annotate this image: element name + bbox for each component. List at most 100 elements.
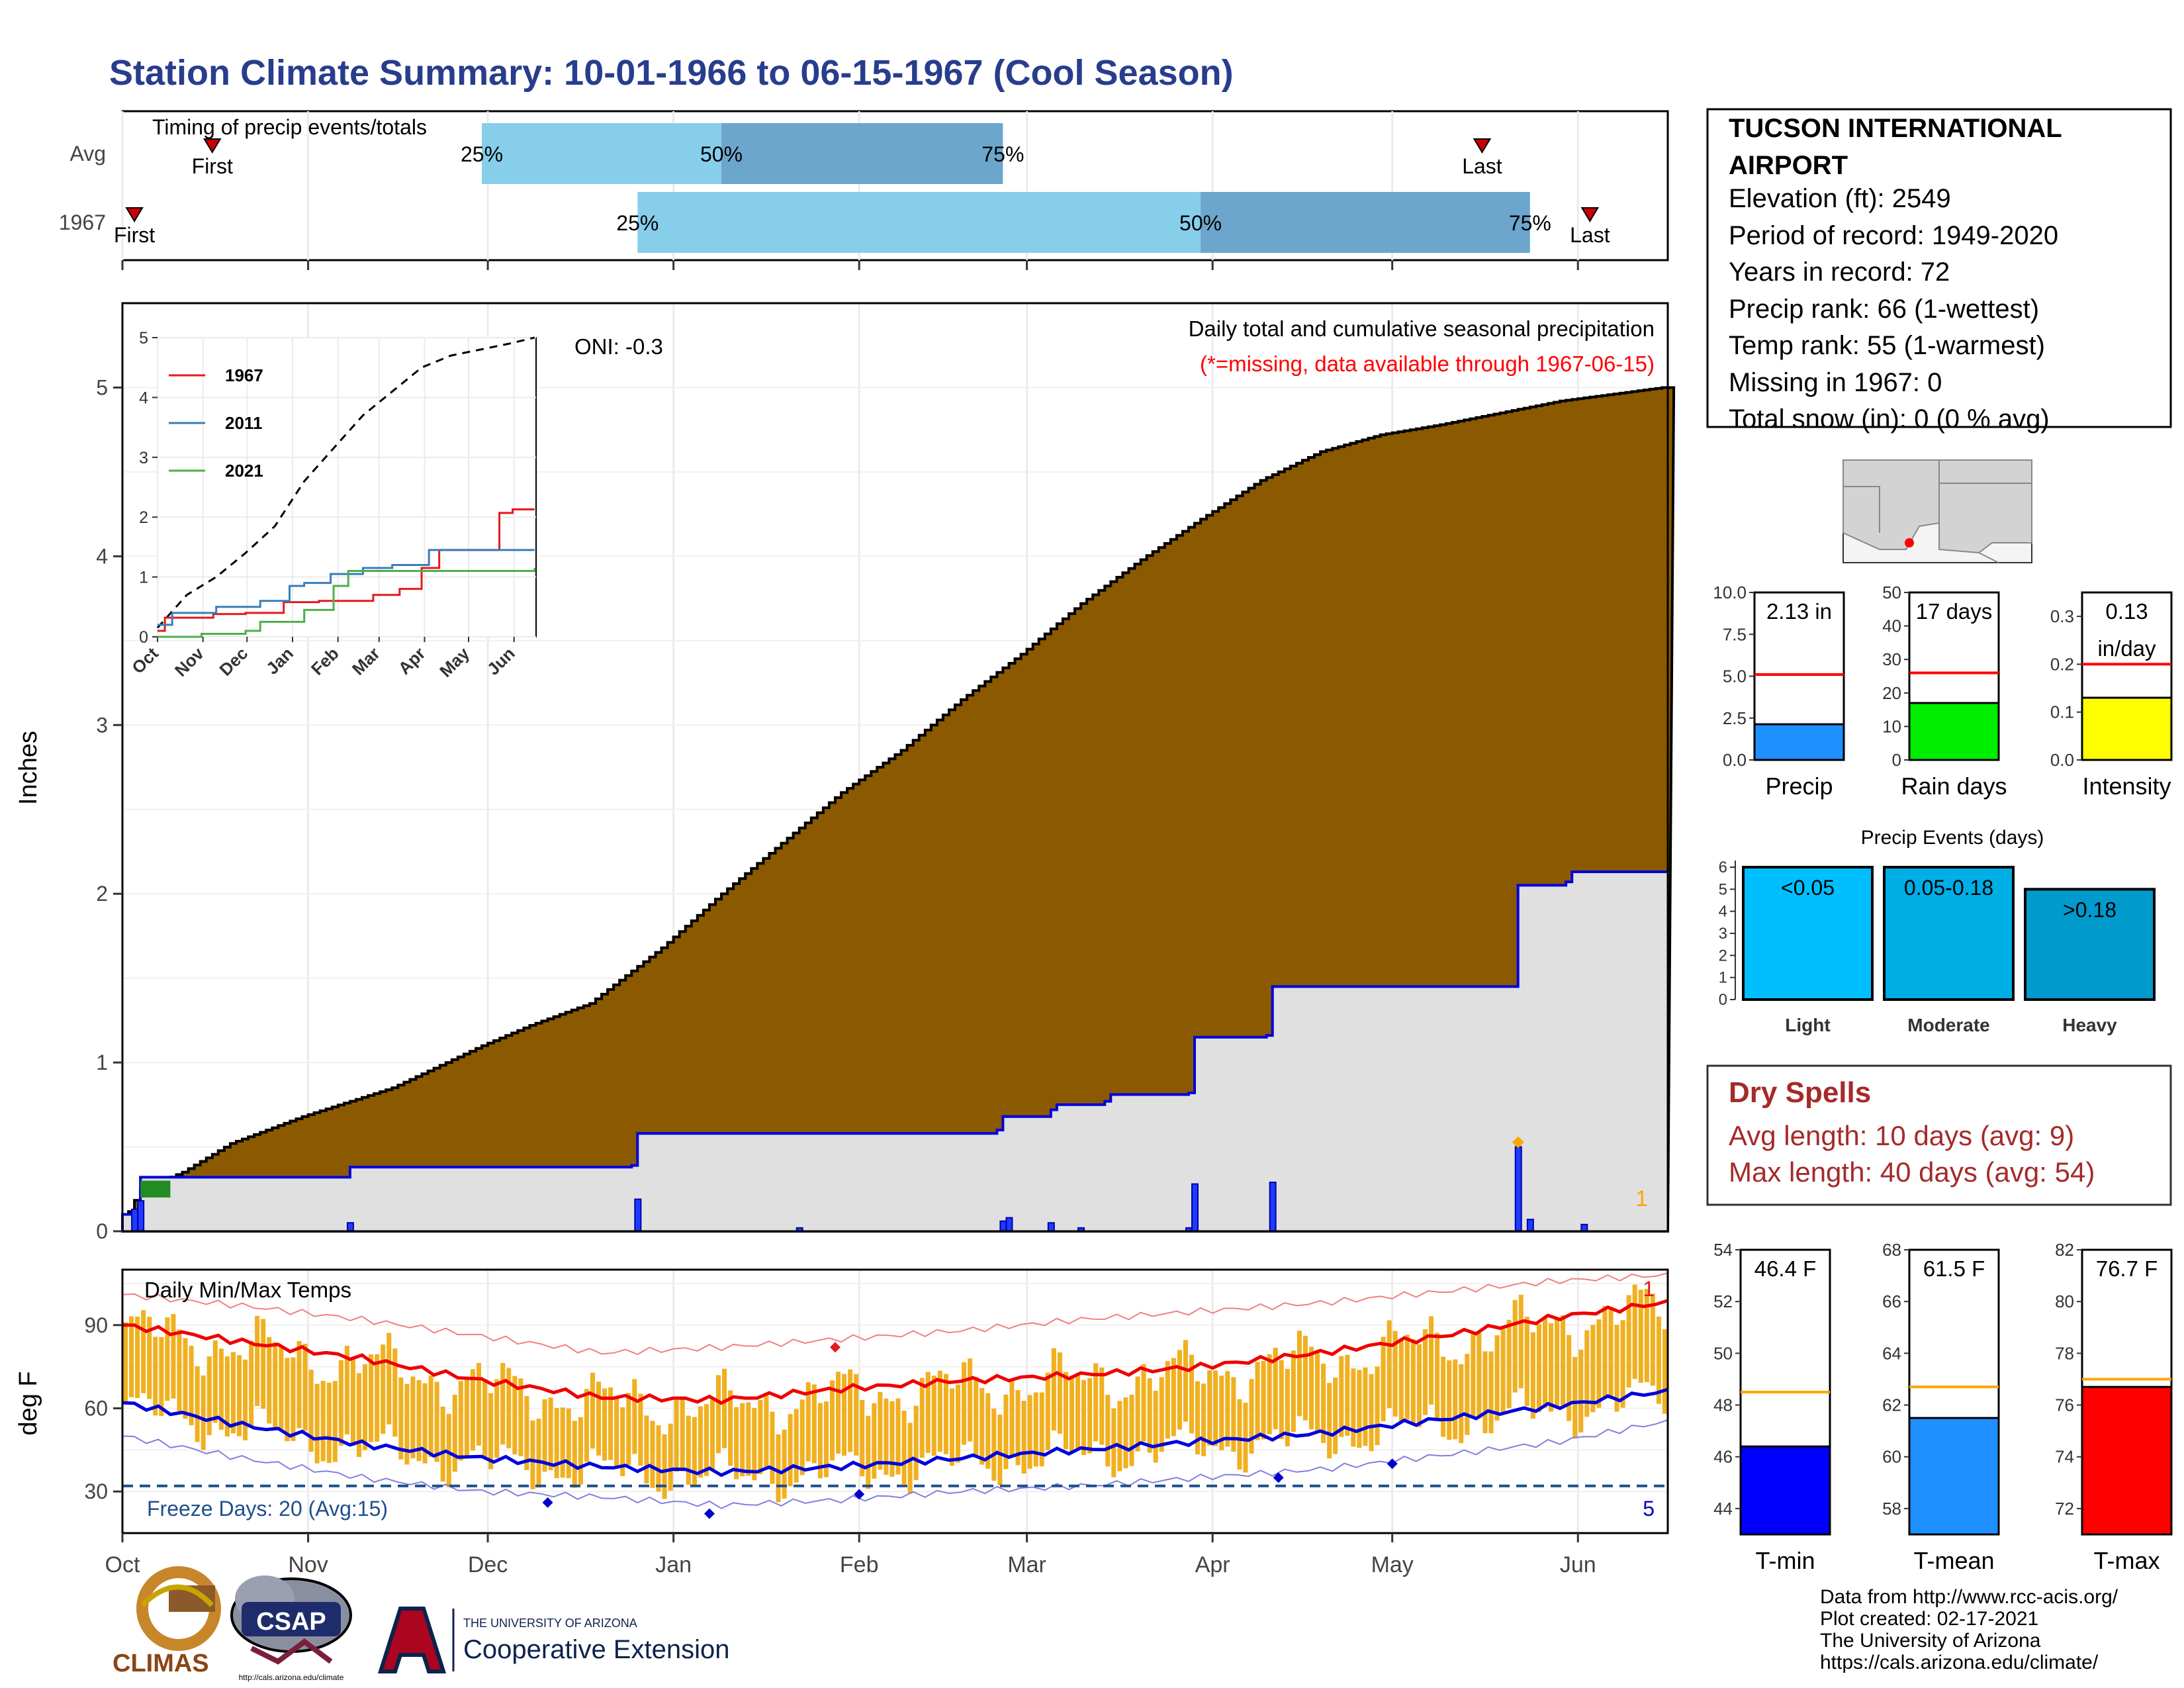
daily-temp-bar <box>1453 1359 1458 1440</box>
daily-temp-bar <box>968 1358 973 1442</box>
daily-temp-bar <box>799 1399 805 1476</box>
daily-temp-bar <box>728 1390 733 1466</box>
daily-temp-bar <box>1321 1363 1326 1443</box>
inset-series-1967 <box>158 508 535 632</box>
temp-summary-y-tick-label: 62 <box>1882 1395 1901 1415</box>
daily-temp-bar <box>308 1370 314 1452</box>
oni-label: ONI: -0.3 <box>574 334 663 359</box>
daily-temp-bar <box>752 1407 757 1481</box>
month-label-may: May <box>1371 1552 1414 1577</box>
dry-spells-title: Dry Spells <box>1729 1076 1871 1109</box>
daily-temp-bar <box>542 1399 547 1472</box>
daily-temp-bar <box>1057 1352 1062 1434</box>
climas-logo-text: CLIMAS <box>113 1650 209 1677</box>
daily-temp-bar <box>1626 1295 1631 1388</box>
temp-summary-y-tick-label: 58 <box>1882 1499 1901 1519</box>
daily-temp-bar <box>1339 1356 1344 1437</box>
temp-summary-y-tick-label: 74 <box>2055 1447 2074 1467</box>
daily-temp-bar <box>1135 1376 1140 1452</box>
daily-temp-bar <box>1009 1379 1015 1457</box>
daily-temp-bar <box>1416 1344 1422 1427</box>
daily-precip-bar <box>1526 1219 1534 1233</box>
events-bar-label: <0.05 <box>1781 876 1835 900</box>
daily-temp-bar <box>1530 1332 1535 1419</box>
daily-temp-bar <box>674 1399 679 1472</box>
daily-temp-bar <box>1207 1370 1212 1446</box>
max-daily-marker <box>1512 1136 1524 1149</box>
daily-temp-bar <box>1302 1335 1308 1421</box>
daily-temp-bar <box>626 1393 631 1465</box>
daily-temp-bar <box>1189 1354 1195 1434</box>
daily-temp-bar <box>1435 1333 1440 1418</box>
daily-temp-bar <box>1614 1325 1619 1412</box>
daily-temp-bar <box>1506 1319 1512 1409</box>
daily-temp-bar <box>1422 1329 1428 1415</box>
daily-temp-bar <box>740 1403 745 1477</box>
events-y-tick-label: 4 <box>1719 903 1727 921</box>
month-label-feb: Feb <box>840 1552 879 1577</box>
daily-temp-bar <box>656 1425 661 1492</box>
temp-summary-y-tick-label: 54 <box>1713 1240 1733 1260</box>
precip-y-tick-label: 3 <box>96 713 108 737</box>
inset-avg-line <box>156 336 535 629</box>
daily-temp-bar <box>1620 1320 1625 1408</box>
daily-temp-bar <box>500 1363 506 1445</box>
figure-title: Station Climate Summary: 10-01-1966 to 0… <box>109 53 1234 93</box>
daily-temp-bar <box>614 1397 619 1469</box>
temp-summary-y-tick-label: 68 <box>1882 1240 1901 1260</box>
daily-temp-bar <box>1027 1395 1032 1469</box>
inset-legend-label-1967: 1967 <box>225 365 263 385</box>
temp-summary-y-tick-label: 82 <box>2055 1240 2074 1260</box>
daily-temp-bar <box>854 1374 859 1456</box>
daily-temp-bar <box>375 1354 380 1442</box>
daily-temp-bar <box>974 1376 979 1456</box>
daily-temp-bar <box>1063 1372 1068 1450</box>
events-y-tick-label: 6 <box>1719 859 1727 876</box>
daily-temp-bar <box>878 1391 883 1470</box>
daily-temp-bar <box>1273 1348 1278 1430</box>
daily-temp-bar <box>962 1362 967 1445</box>
daily-temp-bar <box>1500 1327 1506 1415</box>
daily-temp-bar <box>1159 1377 1164 1452</box>
freeze-days-label: Freeze Days: 20 (Avg:15) <box>147 1497 388 1521</box>
daily-temp-bar <box>494 1379 500 1458</box>
daily-temp-bar <box>913 1405 919 1480</box>
events-bar-label: 0.05-0.18 <box>1904 876 1993 900</box>
daily-temp-bar <box>488 1393 494 1470</box>
daily-temp-bar <box>662 1434 667 1499</box>
precip-summary-y-tick-label: 7.5 <box>1723 624 1747 644</box>
events-category-label: Moderate <box>1907 1015 1989 1035</box>
ua-logo-small: THE UNIVERSITY OF ARIZONA <box>463 1617 637 1630</box>
daily-temp-bar <box>1542 1318 1547 1408</box>
precip-summary-y-tick-label: 0.0 <box>2050 750 2074 770</box>
temp-record-marker <box>829 1342 841 1353</box>
daily-temp-bar <box>1363 1367 1368 1446</box>
precip-summary-value-label: 17 days <box>1916 599 1993 624</box>
daily-temp-bar <box>129 1316 134 1397</box>
daily-temp-bar <box>1297 1331 1302 1417</box>
daily-temp-bar <box>1219 1376 1224 1450</box>
temp-record-marker <box>1273 1472 1284 1483</box>
daily-temp-bar <box>1195 1381 1201 1455</box>
temp-summary-bar-t-min <box>1739 1445 1831 1536</box>
temp-summary-y-tick-label: 52 <box>1713 1291 1733 1311</box>
precip-summary-bar-precip <box>1753 723 1845 761</box>
daily-temp-bar <box>848 1369 853 1452</box>
temp-title: Daily Min/Max Temps <box>144 1278 351 1302</box>
daily-temp-bar <box>1590 1325 1596 1413</box>
station-snow: Total snow (in): 0 (0 % avg) <box>1729 404 2050 434</box>
temp-summary-y-tick-label: 76 <box>2055 1395 2074 1415</box>
station-elevation: Elevation (ft): 2549 <box>1729 184 1951 213</box>
daily-temp-bar <box>919 1378 925 1458</box>
daily-temp-bar <box>1608 1308 1614 1399</box>
daily-precip-bar <box>1580 1223 1588 1232</box>
daily-temp-bar <box>398 1377 404 1460</box>
daily-temp-bar <box>1536 1324 1541 1413</box>
daily-temp-bar <box>1177 1350 1182 1430</box>
daily-temp-bar <box>1488 1351 1494 1434</box>
credit-line2: Plot created: 02-17-2021 <box>1820 1608 2038 1630</box>
daily-temp-bar <box>895 1398 901 1475</box>
daily-temp-bar <box>1345 1354 1350 1436</box>
temp-summary-y-tick-label: 78 <box>2055 1343 2074 1363</box>
